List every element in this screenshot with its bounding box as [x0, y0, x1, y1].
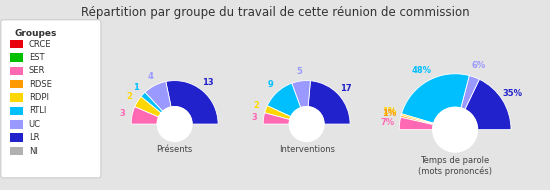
Bar [10, 93, 23, 102]
Bar [10, 120, 23, 129]
Text: 2: 2 [126, 92, 132, 101]
Wedge shape [131, 107, 159, 124]
Wedge shape [400, 116, 433, 125]
Text: 1%: 1% [382, 107, 397, 116]
Text: Temps de parole
(mots prononcés): Temps de parole (mots prononcés) [418, 157, 492, 177]
Circle shape [433, 107, 477, 152]
Text: Présents: Présents [157, 145, 192, 154]
Wedge shape [399, 117, 433, 130]
Wedge shape [263, 113, 290, 124]
Circle shape [157, 107, 192, 141]
Bar [10, 40, 23, 48]
Text: 3: 3 [120, 109, 125, 118]
Wedge shape [401, 114, 434, 124]
Text: 3: 3 [251, 113, 257, 122]
Wedge shape [465, 79, 511, 130]
Text: UC: UC [29, 120, 41, 129]
Text: 17: 17 [340, 84, 351, 93]
Text: RTLI: RTLI [29, 106, 46, 116]
Text: 2: 2 [254, 101, 260, 110]
Bar [10, 133, 23, 142]
Text: Interventions: Interventions [279, 145, 334, 154]
Text: SER: SER [29, 66, 45, 75]
Text: RDPI: RDPI [29, 93, 49, 102]
Text: 1: 1 [133, 83, 139, 92]
Text: 35%: 35% [503, 89, 523, 98]
Wedge shape [141, 92, 163, 113]
Text: EST: EST [29, 53, 44, 62]
Text: 13: 13 [202, 78, 214, 87]
Text: RDSE: RDSE [29, 80, 52, 89]
Wedge shape [308, 81, 350, 124]
Bar [10, 80, 23, 89]
Text: CRCE: CRCE [29, 40, 51, 49]
Wedge shape [166, 81, 218, 124]
Text: 9: 9 [268, 80, 274, 89]
Bar [10, 147, 23, 155]
Text: Groupes: Groupes [14, 29, 57, 38]
Text: 1%: 1% [382, 109, 396, 118]
Text: 7%: 7% [380, 118, 394, 127]
Text: 48%: 48% [411, 66, 432, 75]
Wedge shape [135, 97, 161, 117]
Bar [10, 107, 23, 115]
Circle shape [289, 107, 324, 141]
Wedge shape [402, 74, 469, 123]
Text: NI: NI [29, 147, 37, 156]
Text: 6%: 6% [471, 61, 486, 70]
Text: Répartition par groupe du travail de cette réunion de commission: Répartition par groupe du travail de cet… [81, 6, 469, 19]
Wedge shape [461, 76, 480, 109]
Wedge shape [265, 106, 291, 120]
Text: 4: 4 [147, 72, 153, 82]
FancyBboxPatch shape [1, 20, 101, 178]
Wedge shape [145, 82, 171, 111]
Bar [10, 66, 23, 75]
Wedge shape [267, 83, 301, 117]
Text: 5: 5 [297, 67, 302, 76]
Bar [10, 53, 23, 62]
Text: LR: LR [29, 133, 39, 142]
Wedge shape [292, 81, 310, 108]
